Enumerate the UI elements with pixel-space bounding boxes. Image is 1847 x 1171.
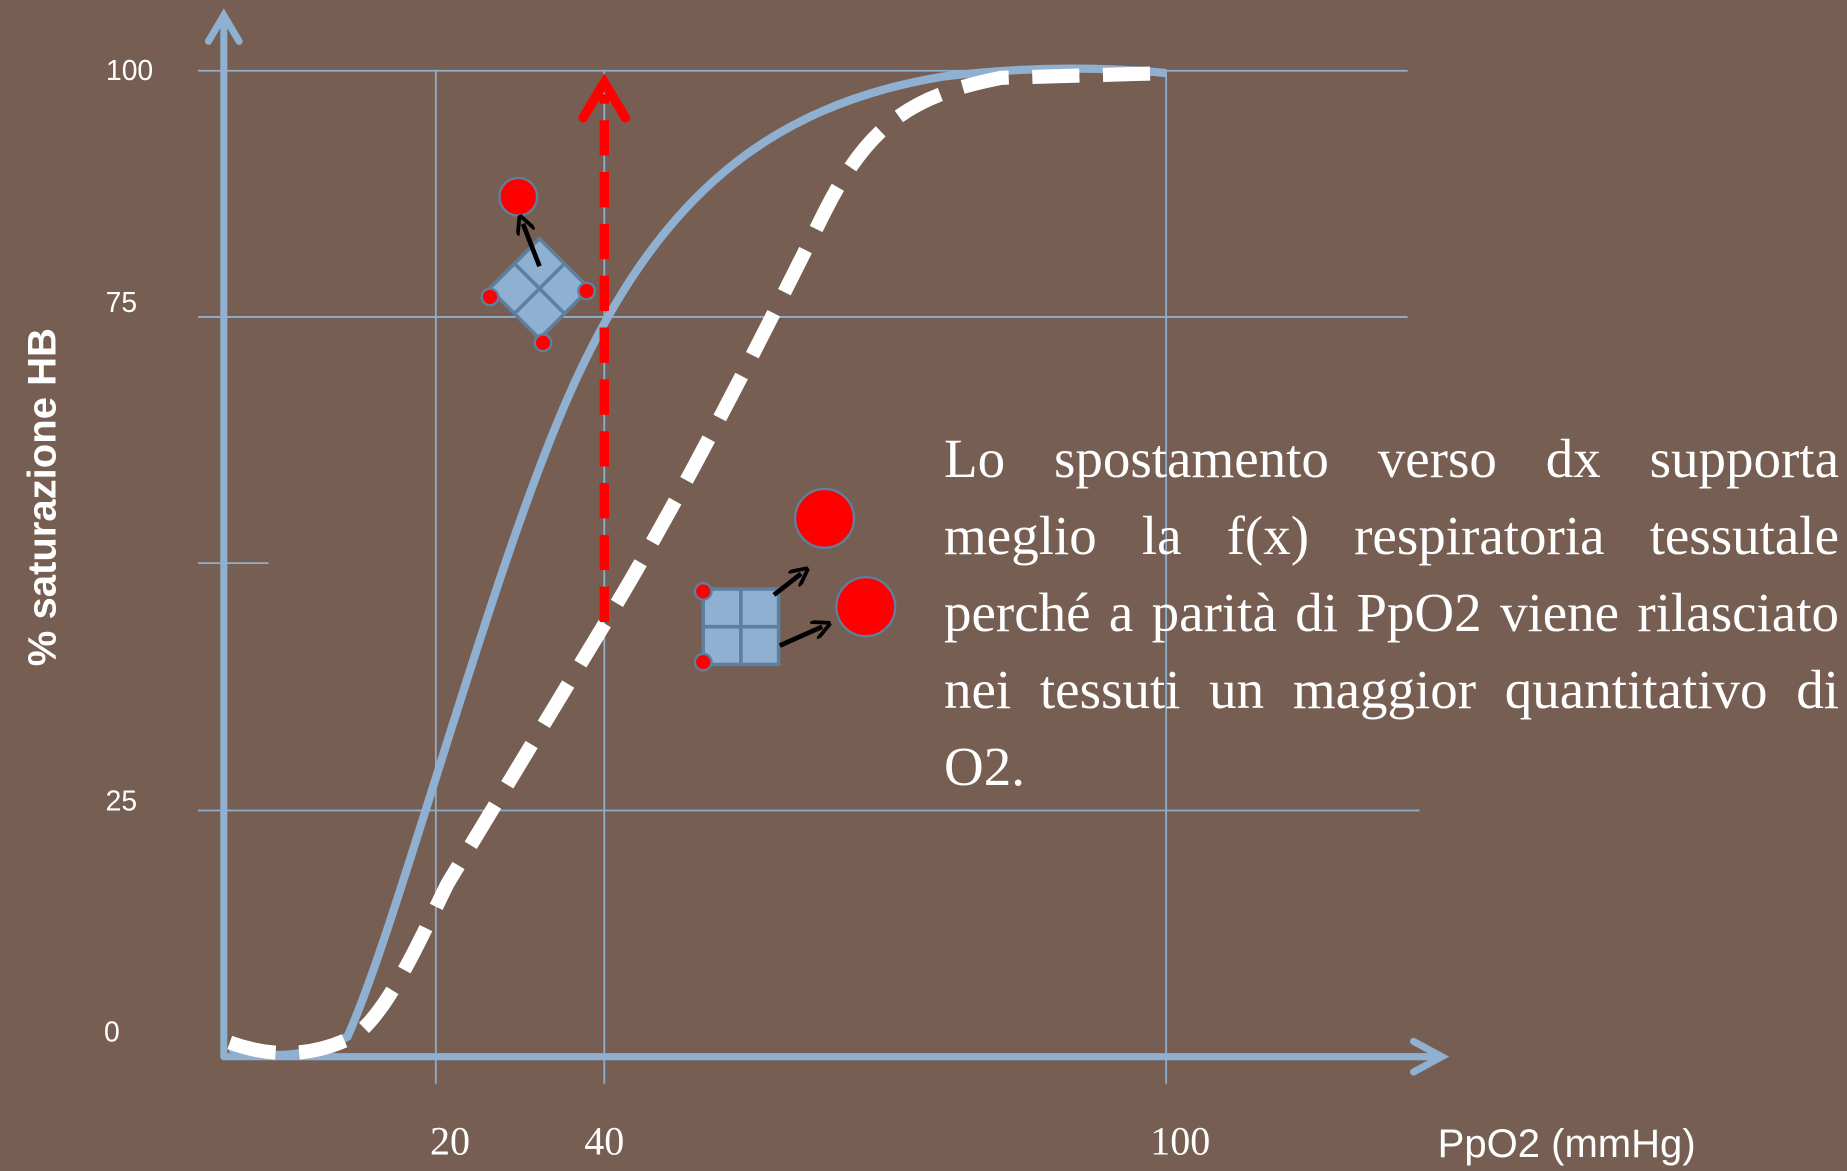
y-tick-label: 100 xyxy=(106,54,153,86)
curve-normal xyxy=(228,64,1167,1060)
y-axis-label: % saturazione HB xyxy=(20,328,64,666)
note-text: Lo spostamento verso dx supporta meglio … xyxy=(944,428,1839,797)
molecule-2 xyxy=(693,487,897,672)
curve-shifted xyxy=(227,66,1167,1061)
y-tick-label: 0 xyxy=(104,1015,120,1047)
y-tick-label: 25 xyxy=(106,784,137,816)
x-axis-label: PpO2 (mmHg) xyxy=(1438,1122,1696,1166)
x-tick-label: 20 xyxy=(430,1118,470,1163)
molecule-1 xyxy=(480,176,597,353)
axes xyxy=(204,8,1450,1076)
red-arrow xyxy=(578,73,631,623)
x-tick-label: 100 xyxy=(1150,1118,1210,1163)
y-tick-label: 75 xyxy=(106,286,137,318)
x-tick-label: 40 xyxy=(584,1118,624,1163)
x-axis xyxy=(220,1037,1450,1076)
y-axis xyxy=(204,8,243,1061)
